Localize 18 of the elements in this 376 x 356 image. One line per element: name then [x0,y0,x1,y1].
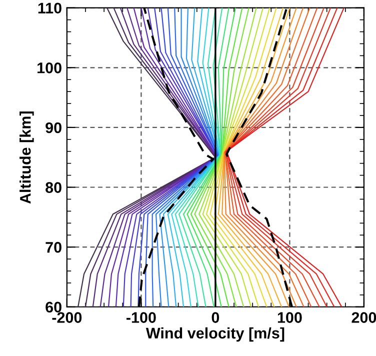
y-tick-label: 100 [38,62,62,74]
line-series [182,8,230,307]
y-tick-label: 90 [46,122,62,134]
x-tick-label: -200 [52,312,82,323]
x-tick-label: 200 [352,312,376,323]
line-series [198,8,257,307]
y-tick-label: 110 [38,2,62,14]
y-tick-label: 60 [46,302,62,313]
x-axis-title: Wind velocity [m/s] [146,327,284,342]
line-series [190,8,243,307]
y-tick-label: 80 [46,182,62,193]
x-tick-label: 100 [278,312,302,323]
line-series [186,8,236,307]
y-axis-title: Altitude [km] [20,112,34,204]
line-series [194,8,250,307]
x-tick-label: -100 [126,312,156,323]
y-tick-label: 70 [46,242,62,253]
x-tick-label: 0 [212,312,220,323]
